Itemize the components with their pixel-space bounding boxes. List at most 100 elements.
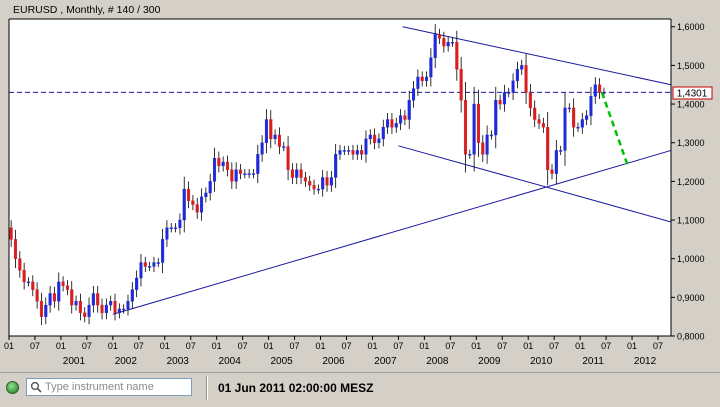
candle	[377, 138, 381, 143]
candle	[204, 192, 208, 198]
candle	[83, 312, 87, 317]
search-input[interactable]	[45, 380, 189, 394]
candle	[485, 134, 489, 155]
candle	[498, 99, 502, 105]
x-tick-label: 07	[82, 341, 92, 351]
year-label: 2008	[426, 356, 449, 367]
candle	[585, 115, 589, 120]
candle	[230, 169, 234, 182]
x-tick-label: 01	[264, 341, 274, 351]
candle	[152, 262, 156, 267]
x-tick-label: 07	[653, 341, 663, 351]
candle	[299, 169, 303, 178]
x-tick-label: 01	[367, 341, 377, 351]
candle	[416, 76, 420, 89]
candle	[338, 150, 342, 155]
candle	[524, 65, 528, 93]
candle	[321, 177, 325, 190]
year-label: 2006	[322, 356, 345, 367]
y-tick-label: 0,9000	[677, 293, 705, 303]
x-tick-label: 07	[238, 341, 248, 351]
candle	[243, 173, 247, 175]
year-label: 2002	[115, 356, 138, 367]
y-tick-label: 1,1000	[677, 216, 705, 226]
candle	[325, 177, 329, 186]
candle	[148, 266, 152, 268]
candle	[264, 119, 268, 143]
x-tick-label: 07	[30, 341, 40, 351]
year-label: 2009	[478, 356, 501, 367]
candle	[182, 188, 186, 221]
candle	[455, 41, 459, 70]
candle	[48, 293, 52, 306]
candle	[113, 301, 117, 314]
candle	[334, 154, 338, 178]
candle	[238, 169, 243, 174]
candle	[174, 227, 178, 229]
x-tick-label: 01	[212, 341, 222, 351]
candle	[576, 127, 580, 129]
x-tick-label: 01	[471, 341, 481, 351]
candle	[256, 154, 260, 174]
candle	[251, 173, 256, 175]
x-tick-label: 01	[419, 341, 429, 351]
status-divider	[206, 376, 208, 400]
trendline-support	[112, 149, 672, 315]
candle	[308, 181, 312, 186]
year-label: 2005	[270, 356, 293, 367]
candle	[31, 281, 35, 290]
candle	[329, 177, 333, 186]
plot-area	[9, 19, 671, 336]
year-label: 2007	[374, 356, 397, 367]
x-tick-label: 07	[290, 341, 300, 351]
candle	[407, 99, 411, 120]
instrument-search[interactable]	[26, 378, 192, 396]
candle	[13, 239, 18, 259]
current-price-box	[672, 86, 713, 100]
candle	[74, 301, 78, 306]
candle	[156, 262, 160, 264]
x-tick-label: 07	[134, 341, 144, 351]
candle	[598, 84, 602, 93]
x-tick-label: 01	[523, 341, 533, 351]
candle	[355, 150, 359, 155]
x-tick-label: 07	[186, 341, 196, 351]
candle	[554, 150, 558, 174]
candle	[468, 154, 472, 156]
x-tick-label: 01	[575, 341, 585, 351]
x-tick-label: 01	[4, 341, 14, 351]
candle	[104, 304, 108, 314]
candle	[70, 289, 74, 306]
candle	[290, 169, 294, 178]
candle	[472, 103, 476, 155]
candle	[161, 239, 165, 263]
candle	[412, 88, 416, 101]
candle	[528, 92, 532, 109]
candle	[195, 204, 199, 213]
green-status-icon[interactable]	[6, 381, 19, 394]
year-label: 2001	[63, 356, 86, 367]
x-axis: 01 07 01 07 01 07 01 07 01 07 01 07 01 07 01 07 01 07 01 07…	[4, 336, 663, 367]
candle	[191, 200, 195, 205]
candle	[122, 308, 126, 311]
candle	[312, 185, 316, 190]
candle	[9, 227, 13, 240]
candle	[494, 99, 498, 136]
candle	[351, 150, 355, 155]
candle	[234, 169, 238, 182]
candle	[459, 69, 463, 101]
candle	[52, 293, 56, 302]
candle	[381, 127, 385, 140]
candle	[572, 107, 576, 128]
candle	[368, 134, 372, 140]
candle	[507, 92, 511, 94]
candle	[433, 34, 437, 58]
candle	[187, 188, 191, 201]
y-tick-label: 0,8000	[677, 332, 705, 342]
year-label: 2003	[167, 356, 190, 367]
candle	[178, 219, 182, 228]
candle	[537, 119, 541, 124]
candle	[593, 84, 597, 97]
year-label: 2004	[219, 356, 242, 367]
